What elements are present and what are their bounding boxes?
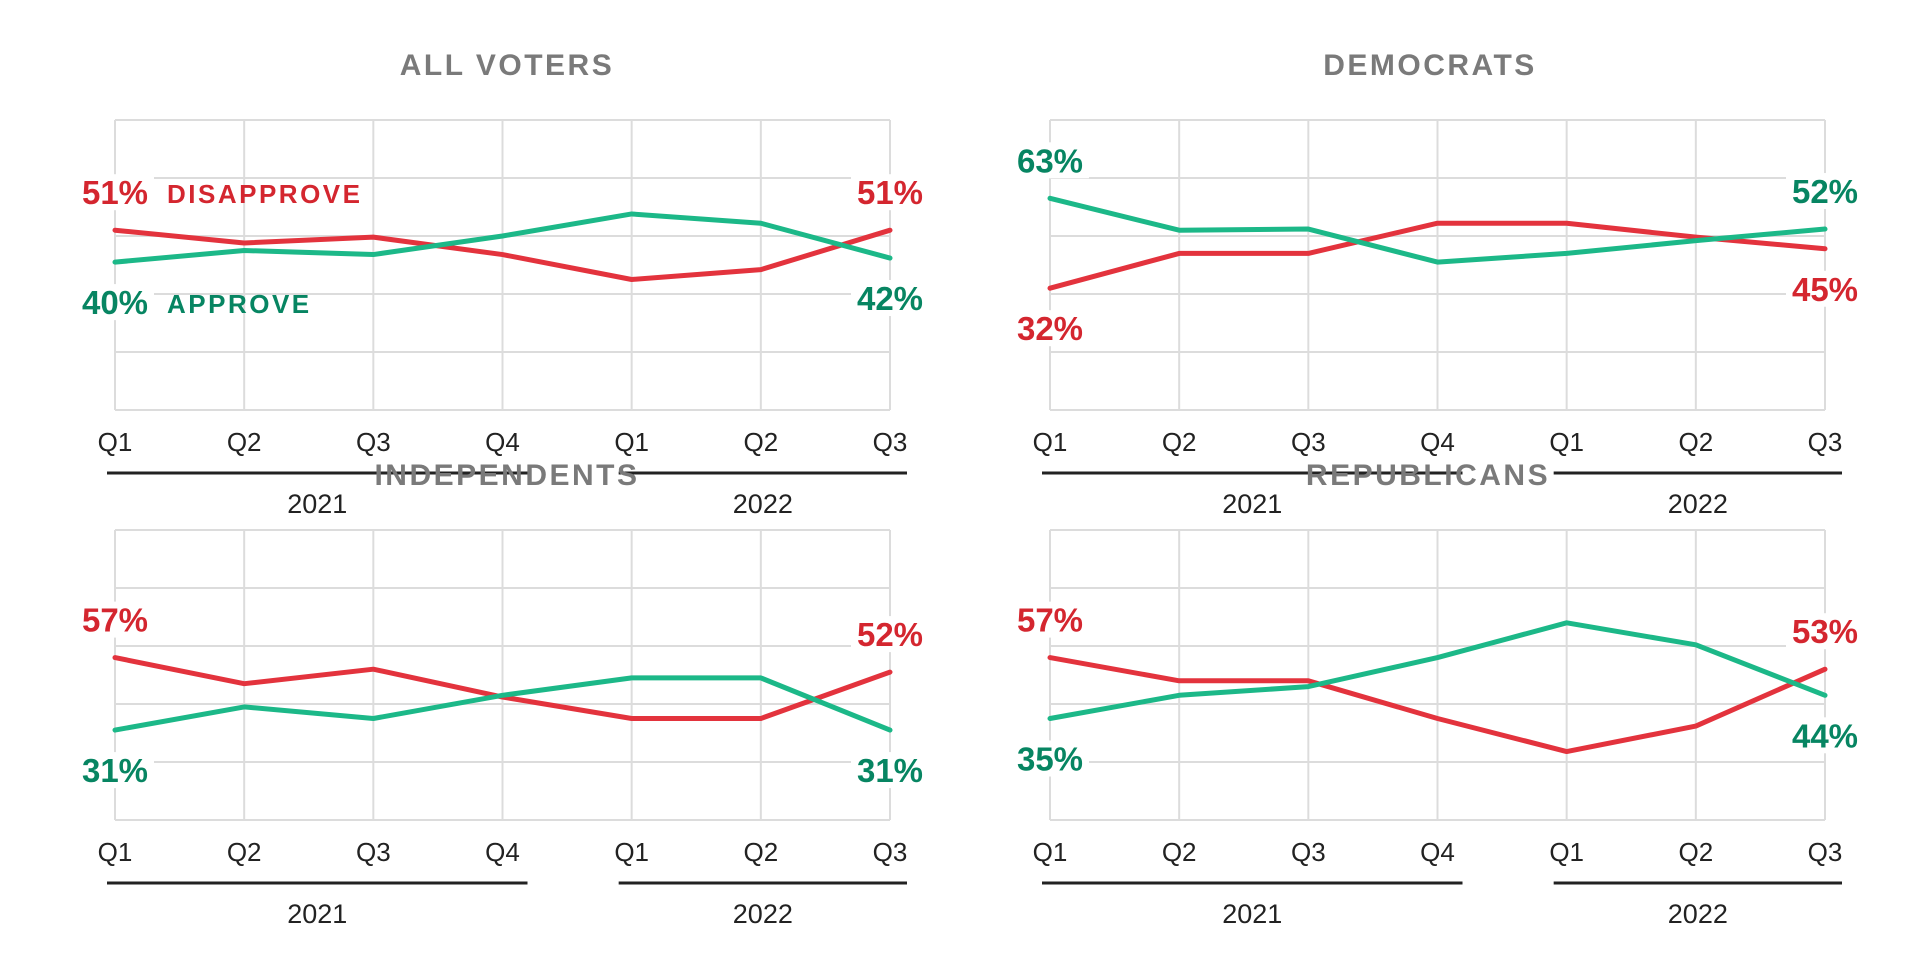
label-halo [1786,717,1864,754]
label-halo [1011,142,1089,179]
label-halo [76,284,154,321]
x-tick-label: Q4 [1420,427,1455,457]
x-tick-label: Q1 [98,837,133,867]
year-label: 2021 [1222,899,1282,929]
x-tick-label: Q2 [1162,427,1197,457]
x-tick-label: Q2 [743,837,778,867]
x-tick-label: Q4 [1420,837,1455,867]
year-label: 2021 [287,899,347,929]
x-tick-label: Q1 [1549,837,1584,867]
label-halo [1011,601,1089,638]
disapprove-series-name: DISAPPROVE [167,179,363,209]
label-halo [1786,173,1864,210]
approve-line [112,675,893,733]
x-tick-label: Q3 [1291,427,1326,457]
approve-start-label: 35% [1017,741,1083,778]
label-halo [851,280,929,317]
approve-start-label: 40% [82,284,148,321]
disapprove-start-label: 32% [1017,310,1083,347]
chart-panel-2: DEMOCRATS 32% 45% 63% 52% Q1 Q2 Q3 Q4 Q1 Q2 Q3 2021 2… [1011,49,1864,519]
disapprove-line [1047,655,1828,755]
approve-end-label: 44% [1792,717,1858,754]
disapprove-start-label: 51% [82,174,148,211]
x-tick-label: Q1 [614,837,649,867]
disapprove-line [112,227,893,282]
disapprove-line [1047,220,1828,291]
approve-line [1047,195,1828,265]
x-tick-label: Q4 [485,837,520,867]
label-halo [1786,270,1864,307]
year-label: 2022 [1668,489,1728,519]
label-halo [1011,310,1089,347]
x-tick-label: Q2 [227,427,262,457]
label-halo [1011,740,1089,777]
panel-title: ALL VOTERS [400,49,614,82]
x-tick-label: Q2 [1678,427,1713,457]
year-label: 2021 [287,489,347,519]
chart-panel-4: REPUBLICANS 57% 53% 35% 44% Q1 Q2 Q3 Q4 Q1 Q2 Q3 202… [1011,459,1864,929]
label-halo [1786,613,1864,650]
x-tick-label: Q1 [1033,427,1068,457]
x-tick-label: Q3 [1291,837,1326,867]
disapprove-end-label: 51% [857,174,923,211]
year-label: 2022 [1668,899,1728,929]
chart-panel-1: ALL VOTERS 51% 51% DISAPPROVE 40% 42% APPROVE Q… [76,49,929,519]
panel-title: REPUBLICANS [1306,459,1550,492]
x-tick-label: Q1 [1033,837,1068,867]
approve-series-name: APPROVE [167,289,312,319]
approve-end-label: 42% [857,280,923,317]
x-tick-label: Q3 [1808,837,1843,867]
x-tick-label: Q1 [98,427,133,457]
x-tick-label: Q3 [356,427,391,457]
x-tick-label: Q2 [1678,837,1713,867]
x-tick-label: Q3 [356,837,391,867]
approve-start-label: 63% [1017,142,1083,179]
label-halo [851,174,929,211]
x-tick-label: Q3 [873,837,908,867]
approve-end-label: 52% [1792,173,1858,210]
panel-title: DEMOCRATS [1323,49,1537,82]
disapprove-end-label: 53% [1792,613,1858,650]
disapprove-end-label: 45% [1792,271,1858,308]
x-tick-label: Q2 [1162,837,1197,867]
label-halo [76,752,154,789]
chart-panel-3: INDEPENDENTS 57% 52% 31% 31% Q1 Q2 Q3 Q4 Q1 Q2 Q3 20… [76,459,929,929]
label-halo [76,601,154,638]
approve-line [1047,620,1828,721]
label-halo [851,752,929,789]
panel-title: INDEPENDENTS [374,459,639,492]
x-tick-label: Q2 [227,837,262,867]
disapprove-start-label: 57% [82,602,148,639]
label-halo [76,174,154,211]
approve-end-label: 31% [857,752,923,789]
x-tick-label: Q3 [1808,427,1843,457]
x-tick-label: Q1 [614,427,649,457]
approve-line [112,211,893,265]
disapprove-start-label: 57% [1017,602,1083,639]
x-tick-label: Q3 [873,427,908,457]
x-tick-label: Q1 [1549,427,1584,457]
approve-start-label: 31% [82,752,148,789]
label-halo [851,616,929,653]
year-label: 2022 [733,899,793,929]
year-label: 2021 [1222,489,1282,519]
year-label: 2022 [733,489,793,519]
disapprove-end-label: 52% [857,616,923,653]
x-tick-label: Q2 [743,427,778,457]
x-tick-label: Q4 [485,427,520,457]
